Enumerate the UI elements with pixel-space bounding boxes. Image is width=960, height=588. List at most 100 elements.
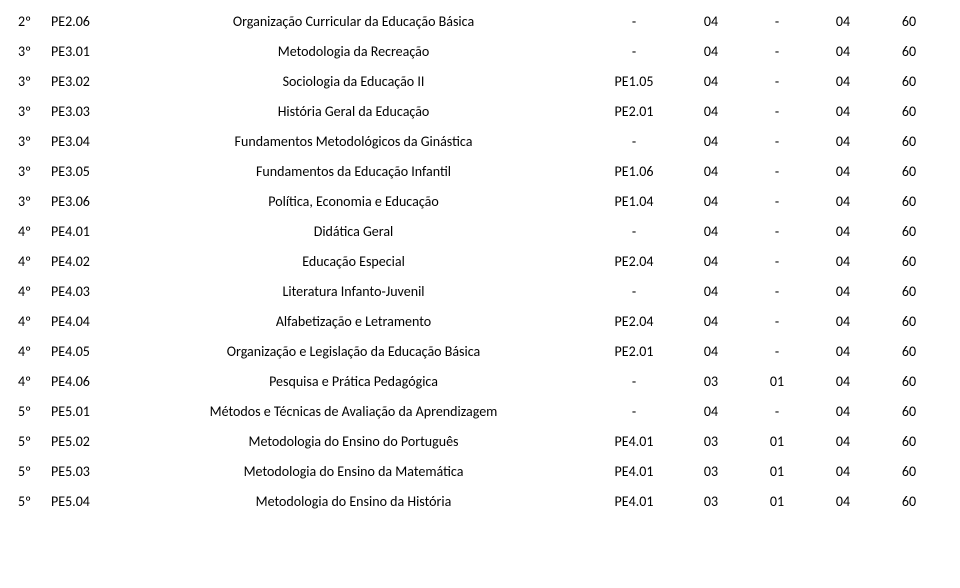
- code-cell: PE4.01: [51, 216, 117, 246]
- table-row: 3ºPE3.02Sociologia da Educação IIPE1.050…: [18, 66, 942, 96]
- col4-cell: 60: [876, 276, 942, 306]
- prereq-cell: PE1.05: [590, 66, 678, 96]
- code-cell: PE3.03: [51, 96, 117, 126]
- col4-cell: 60: [876, 126, 942, 156]
- semester-cell: 5º: [18, 456, 51, 486]
- code-cell: PE3.02: [51, 66, 117, 96]
- code-cell: PE4.06: [51, 366, 117, 396]
- col1-cell: 03: [678, 426, 744, 456]
- col1-cell: 04: [678, 156, 744, 186]
- code-cell: PE4.04: [51, 306, 117, 336]
- semester-cell: 3º: [18, 96, 51, 126]
- code-cell: PE2.06: [51, 6, 117, 36]
- col3-cell: 04: [810, 126, 876, 156]
- col4-cell: 60: [876, 426, 942, 456]
- col4-cell: 60: [876, 396, 942, 426]
- table-row: 4ºPE4.05Organização e Legislação da Educ…: [18, 336, 942, 366]
- table-row: 2ºPE2.06Organização Curricular da Educaç…: [18, 6, 942, 36]
- prereq-cell: PE4.01: [590, 426, 678, 456]
- prereq-cell: PE2.04: [590, 246, 678, 276]
- col1-cell: 04: [678, 66, 744, 96]
- col2-cell: -: [744, 246, 810, 276]
- col4-cell: 60: [876, 216, 942, 246]
- col4-cell: 60: [876, 66, 942, 96]
- prereq-cell: -: [590, 276, 678, 306]
- table-row: 5ºPE5.03Metodologia do Ensino da Matemát…: [18, 456, 942, 486]
- code-cell: PE5.01: [51, 396, 117, 426]
- semester-cell: 4º: [18, 366, 51, 396]
- col3-cell: 04: [810, 6, 876, 36]
- prereq-cell: PE2.01: [590, 96, 678, 126]
- col4-cell: 60: [876, 156, 942, 186]
- col2-cell: 01: [744, 486, 810, 516]
- col3-cell: 04: [810, 246, 876, 276]
- col2-cell: -: [744, 6, 810, 36]
- col2-cell: 01: [744, 366, 810, 396]
- name-cell: Organização e Legislação da Educação Bás…: [117, 336, 590, 366]
- table-row: 3ºPE3.03História Geral da EducaçãoPE2.01…: [18, 96, 942, 126]
- col3-cell: 04: [810, 96, 876, 126]
- col4-cell: 60: [876, 6, 942, 36]
- col4-cell: 60: [876, 306, 942, 336]
- semester-cell: 4º: [18, 216, 51, 246]
- col2-cell: -: [744, 396, 810, 426]
- semester-cell: 4º: [18, 246, 51, 276]
- col2-cell: -: [744, 96, 810, 126]
- semester-cell: 3º: [18, 66, 51, 96]
- col2-cell: -: [744, 276, 810, 306]
- col3-cell: 04: [810, 216, 876, 246]
- code-cell: PE5.04: [51, 486, 117, 516]
- col1-cell: 04: [678, 36, 744, 66]
- col4-cell: 60: [876, 96, 942, 126]
- semester-cell: 5º: [18, 396, 51, 426]
- table-row: 3ºPE3.01Metodologia da Recreação-04-0460: [18, 36, 942, 66]
- semester-cell: 3º: [18, 186, 51, 216]
- prereq-cell: -: [590, 216, 678, 246]
- code-cell: PE4.02: [51, 246, 117, 276]
- col3-cell: 04: [810, 336, 876, 366]
- semester-cell: 5º: [18, 486, 51, 516]
- col2-cell: -: [744, 216, 810, 246]
- table-row: 5ºPE5.04Metodologia do Ensino da Históri…: [18, 486, 942, 516]
- code-cell: PE5.03: [51, 456, 117, 486]
- semester-cell: 5º: [18, 426, 51, 456]
- col1-cell: 04: [678, 306, 744, 336]
- col3-cell: 04: [810, 306, 876, 336]
- prereq-cell: PE2.04: [590, 306, 678, 336]
- prereq-cell: PE1.06: [590, 156, 678, 186]
- col1-cell: 04: [678, 246, 744, 276]
- code-cell: PE3.06: [51, 186, 117, 216]
- code-cell: PE3.05: [51, 156, 117, 186]
- col2-cell: -: [744, 306, 810, 336]
- prereq-cell: -: [590, 366, 678, 396]
- col2-cell: -: [744, 156, 810, 186]
- name-cell: História Geral da Educação: [117, 96, 590, 126]
- col2-cell: -: [744, 126, 810, 156]
- curriculum-table: 2ºPE2.06Organização Curricular da Educaç…: [18, 6, 942, 516]
- col2-cell: 01: [744, 456, 810, 486]
- semester-cell: 2º: [18, 6, 51, 36]
- name-cell: Metodologia do Ensino da História: [117, 486, 590, 516]
- prereq-cell: PE4.01: [590, 486, 678, 516]
- col1-cell: 04: [678, 186, 744, 216]
- col2-cell: -: [744, 186, 810, 216]
- col3-cell: 04: [810, 156, 876, 186]
- col4-cell: 60: [876, 186, 942, 216]
- col1-cell: 04: [678, 216, 744, 246]
- col2-cell: -: [744, 66, 810, 96]
- code-cell: PE3.04: [51, 126, 117, 156]
- semester-cell: 3º: [18, 156, 51, 186]
- col3-cell: 04: [810, 396, 876, 426]
- table-row: 4ºPE4.01Didática Geral-04-0460: [18, 216, 942, 246]
- col3-cell: 04: [810, 486, 876, 516]
- col1-cell: 04: [678, 126, 744, 156]
- table-row: 5ºPE5.02Metodologia do Ensino do Portugu…: [18, 426, 942, 456]
- name-cell: Alfabetização e Letramento: [117, 306, 590, 336]
- col4-cell: 60: [876, 246, 942, 276]
- name-cell: Fundamentos da Educação Infantil: [117, 156, 590, 186]
- col3-cell: 04: [810, 456, 876, 486]
- table-row: 3ºPE3.06Política, Economia e EducaçãoPE1…: [18, 186, 942, 216]
- name-cell: Pesquisa e Prática Pedagógica: [117, 366, 590, 396]
- col1-cell: 03: [678, 456, 744, 486]
- col2-cell: 01: [744, 426, 810, 456]
